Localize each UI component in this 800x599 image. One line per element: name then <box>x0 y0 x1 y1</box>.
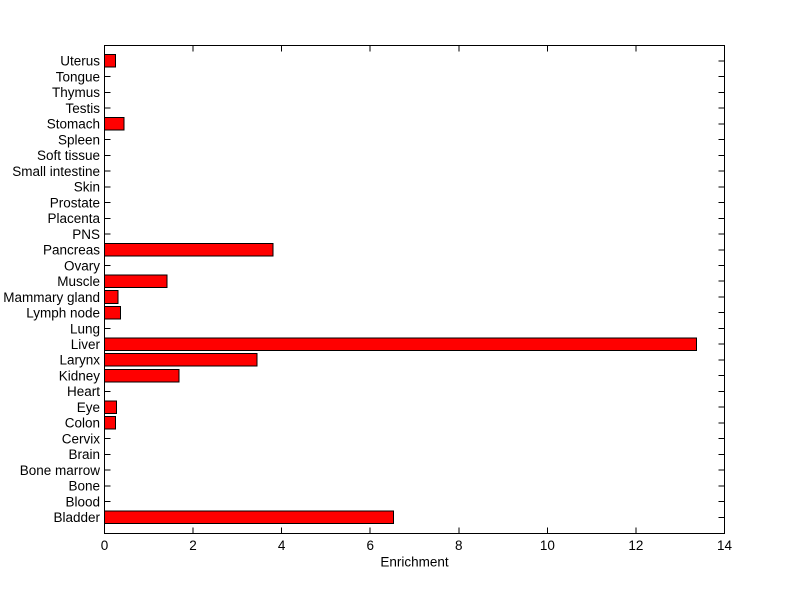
svg-text:2: 2 <box>189 538 197 553</box>
svg-text:Bone: Bone <box>68 479 100 494</box>
svg-text:Colon: Colon <box>65 416 100 431</box>
svg-text:Larynx: Larynx <box>59 353 100 368</box>
svg-text:Cervix: Cervix <box>62 431 101 446</box>
svg-text:Kidney: Kidney <box>59 368 101 383</box>
svg-text:12: 12 <box>628 538 643 553</box>
svg-text:Pancreas: Pancreas <box>43 243 100 258</box>
svg-text:Thymus: Thymus <box>52 85 100 100</box>
svg-text:Heart: Heart <box>67 384 100 399</box>
svg-text:0: 0 <box>101 538 109 553</box>
svg-text:6: 6 <box>366 538 374 553</box>
svg-text:10: 10 <box>540 538 555 553</box>
svg-text:Bladder: Bladder <box>53 510 100 525</box>
svg-text:Enrichment: Enrichment <box>380 555 449 570</box>
svg-text:Skin: Skin <box>74 180 100 195</box>
svg-text:Blood: Blood <box>65 494 100 509</box>
svg-text:Tongue: Tongue <box>56 69 100 84</box>
svg-text:Prostate: Prostate <box>50 195 100 210</box>
svg-text:Small intestine: Small intestine <box>12 164 100 179</box>
svg-text:Muscle: Muscle <box>57 274 100 289</box>
svg-text:Bone marrow: Bone marrow <box>20 463 101 478</box>
svg-text:Uterus: Uterus <box>60 54 100 69</box>
svg-text:Ovary: Ovary <box>64 258 100 273</box>
svg-text:Eye: Eye <box>77 400 100 415</box>
svg-text:Placenta: Placenta <box>47 211 100 226</box>
svg-text:Mammary gland: Mammary gland <box>3 290 100 305</box>
svg-text:Lung: Lung <box>70 321 100 336</box>
svg-text:Stomach: Stomach <box>47 117 100 132</box>
svg-text:8: 8 <box>455 538 463 553</box>
svg-text:4: 4 <box>278 538 286 553</box>
svg-text:Soft tissue: Soft tissue <box>37 148 100 163</box>
svg-text:Spleen: Spleen <box>58 132 100 147</box>
svg-text:14: 14 <box>717 538 733 553</box>
svg-text:Liver: Liver <box>71 337 101 352</box>
svg-text:Testis: Testis <box>65 101 100 116</box>
svg-text:Brain: Brain <box>68 447 100 462</box>
svg-text:PNS: PNS <box>72 227 100 242</box>
svg-text:Lymph node: Lymph node <box>26 306 100 321</box>
